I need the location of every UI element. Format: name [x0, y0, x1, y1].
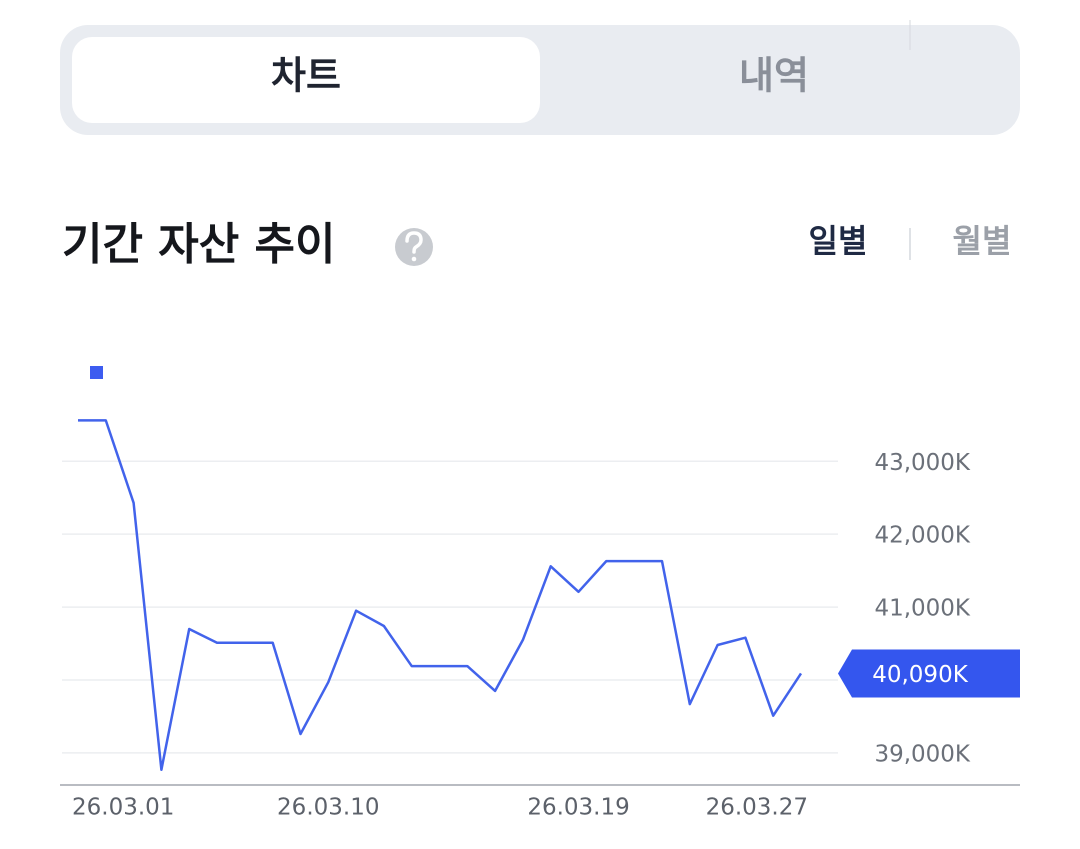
legend-swatch [90, 366, 103, 379]
current-value-label: 40,090K [872, 662, 968, 688]
tab-history[interactable]: 내역 [739, 54, 809, 98]
section-title: 기간 자산 추이 [62, 219, 336, 270]
series-line [78, 419, 803, 771]
y-tick-label: 42,000K [874, 523, 970, 549]
tab-chart[interactable]: 차트 [271, 54, 341, 98]
x-tick-label: 26.03.19 [527, 795, 629, 821]
y-tick-label: 39,000K [874, 741, 970, 767]
y-tick-label: 41,000K [874, 596, 970, 622]
tab-active-bg[interactable] [72, 37, 540, 123]
x-tick-label: 26.03.10 [277, 795, 379, 821]
period-monthly[interactable]: 월별 [953, 222, 1012, 260]
period-daily[interactable]: 일별 [809, 222, 868, 260]
help-icon[interactable] [395, 228, 433, 266]
y-tick-label: 43,000K [874, 450, 970, 476]
x-tick-label: 26.03.01 [72, 795, 174, 821]
x-tick-label: 26.03.27 [706, 795, 808, 821]
current-value-tag [838, 649, 1020, 698]
